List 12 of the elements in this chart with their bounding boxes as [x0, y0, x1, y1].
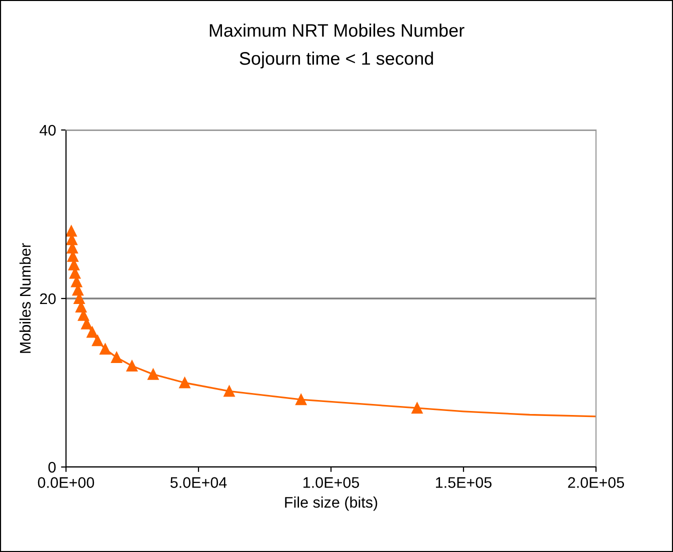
y-tick-label: 20 [40, 293, 56, 304]
x-tick-label: 1.0E+05 [303, 477, 360, 488]
x-tick-label: 2.0E+05 [568, 477, 624, 488]
chart-subtitle: Sojourn time < 1 second [240, 52, 433, 68]
y-tick-label: 0 [48, 462, 56, 473]
x-tick-label: 5.0E+04 [170, 477, 227, 488]
chart-title: Maximum NRT Mobiles Number [210, 24, 464, 37]
y-tick-label: 40 [40, 124, 56, 136]
x-tick-label: 0.0E+00 [38, 477, 94, 488]
x-tick-label: 1.5E+05 [436, 477, 492, 488]
y-axis-title: Mobiles Number [19, 243, 31, 353]
x-axis-title: File size (bits) [285, 496, 378, 511]
